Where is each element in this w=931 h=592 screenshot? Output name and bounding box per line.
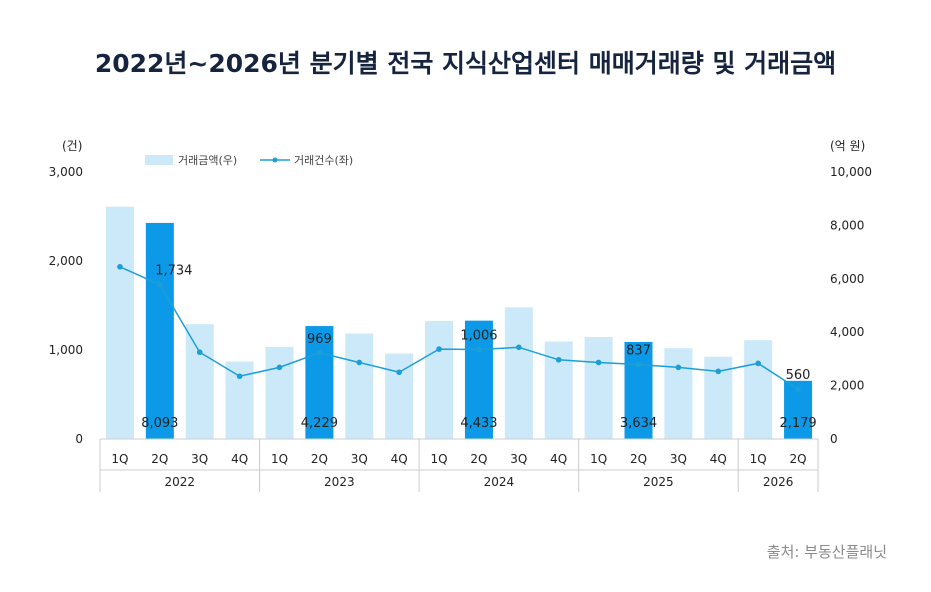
amount-bar	[345, 333, 374, 439]
amount-bar	[145, 222, 174, 439]
amount-label: 3,634	[620, 416, 657, 431]
quarter-label: 2Q	[151, 452, 168, 466]
quarter-label: 2Q	[470, 452, 487, 466]
quarter-label: 1Q	[111, 452, 128, 466]
legend-line-marker	[272, 157, 278, 163]
year-label: 2026	[763, 475, 794, 489]
count-label: 1,734	[155, 264, 192, 279]
amount-bar	[624, 341, 653, 439]
amount-bar	[105, 206, 134, 439]
amount-bar	[584, 337, 613, 439]
quarter-label: 1Q	[431, 452, 448, 466]
count-point	[516, 344, 522, 351]
count-label: 969	[307, 332, 332, 347]
count-point	[476, 346, 482, 353]
count-point	[356, 359, 363, 366]
count-point	[635, 361, 642, 368]
right-tick-label: 6,000	[830, 272, 864, 286]
count-label: 560	[786, 368, 811, 383]
quarter-label: 2Q	[630, 452, 647, 466]
quarter-label: 3Q	[670, 452, 687, 466]
amount-bar	[225, 361, 254, 439]
count-line	[119, 266, 799, 390]
right-tick-label: 10,000	[830, 165, 872, 179]
count-point	[595, 359, 602, 366]
amount-label: 2,179	[779, 416, 816, 431]
quarter-label: 3Q	[510, 452, 527, 466]
source-note: 출처: 부동산플래닛	[766, 543, 887, 561]
amount-bar	[664, 348, 693, 439]
count-point	[196, 349, 203, 356]
year-label: 2025	[643, 475, 674, 489]
count-point	[117, 263, 123, 270]
quarter-label: 1Q	[750, 452, 767, 466]
year-label: 2023	[324, 475, 355, 489]
amount-bar	[185, 324, 214, 439]
quarter-label: 4Q	[550, 452, 567, 466]
left-tick-label: 3,000	[49, 165, 83, 179]
amount-bar	[305, 326, 334, 439]
right-tick-label: 4,000	[830, 325, 864, 339]
count-label: 837	[626, 344, 651, 359]
right-tick-label: 8,000	[830, 218, 864, 232]
count-point	[236, 373, 243, 380]
amount-label: 8,093	[141, 416, 178, 431]
quarter-label: 1Q	[271, 452, 288, 466]
amount-bar	[425, 320, 454, 439]
right-tick-label: 0	[830, 432, 838, 446]
count-point	[276, 364, 283, 371]
year-label: 2022	[165, 475, 196, 489]
quarter-label: 1Q	[590, 452, 607, 466]
legend-bar-label: 거래금액(우)	[178, 154, 237, 167]
count-point	[755, 360, 761, 367]
count-point	[316, 349, 323, 356]
amount-bar	[744, 340, 773, 439]
amount-bar	[385, 353, 414, 439]
amount-bar	[265, 346, 294, 439]
chart-title: 2022년~2026년 분기별 전국 지식산업센터 매매거래량 및 거래금액	[94, 49, 837, 78]
left-tick-label: 2,000	[49, 254, 83, 268]
legend-bar-swatch	[145, 155, 173, 165]
quarter-label: 2Q	[311, 452, 328, 466]
amount-label: 4,433	[460, 416, 497, 431]
amount-bar	[464, 320, 493, 439]
count-point	[157, 281, 163, 288]
count-label: 1,006	[460, 328, 497, 343]
left-tick-label: 0	[75, 432, 83, 446]
quarter-label: 3Q	[351, 452, 368, 466]
left-axis-unit: (건)	[62, 139, 82, 153]
right-tick-label: 2,000	[830, 379, 864, 393]
count-point	[396, 369, 402, 376]
quarter-label: 4Q	[710, 452, 727, 466]
year-label: 2024	[484, 475, 515, 489]
quarter-label: 4Q	[391, 452, 408, 466]
amount-label: 4,229	[301, 416, 338, 431]
right-axis-unit: (억 원)	[830, 139, 865, 153]
amount-bar	[504, 307, 533, 439]
count-point	[795, 386, 801, 392]
count-point	[675, 364, 682, 371]
count-point	[555, 356, 562, 363]
count-point	[715, 368, 722, 375]
left-tick-label: 1,000	[49, 343, 83, 357]
quarter-label: 2Q	[790, 452, 807, 466]
legend-line-label: 거래건수(좌)	[294, 154, 353, 167]
quarter-label: 3Q	[191, 452, 208, 466]
count-point	[436, 346, 442, 352]
quarter-label: 4Q	[231, 452, 248, 466]
